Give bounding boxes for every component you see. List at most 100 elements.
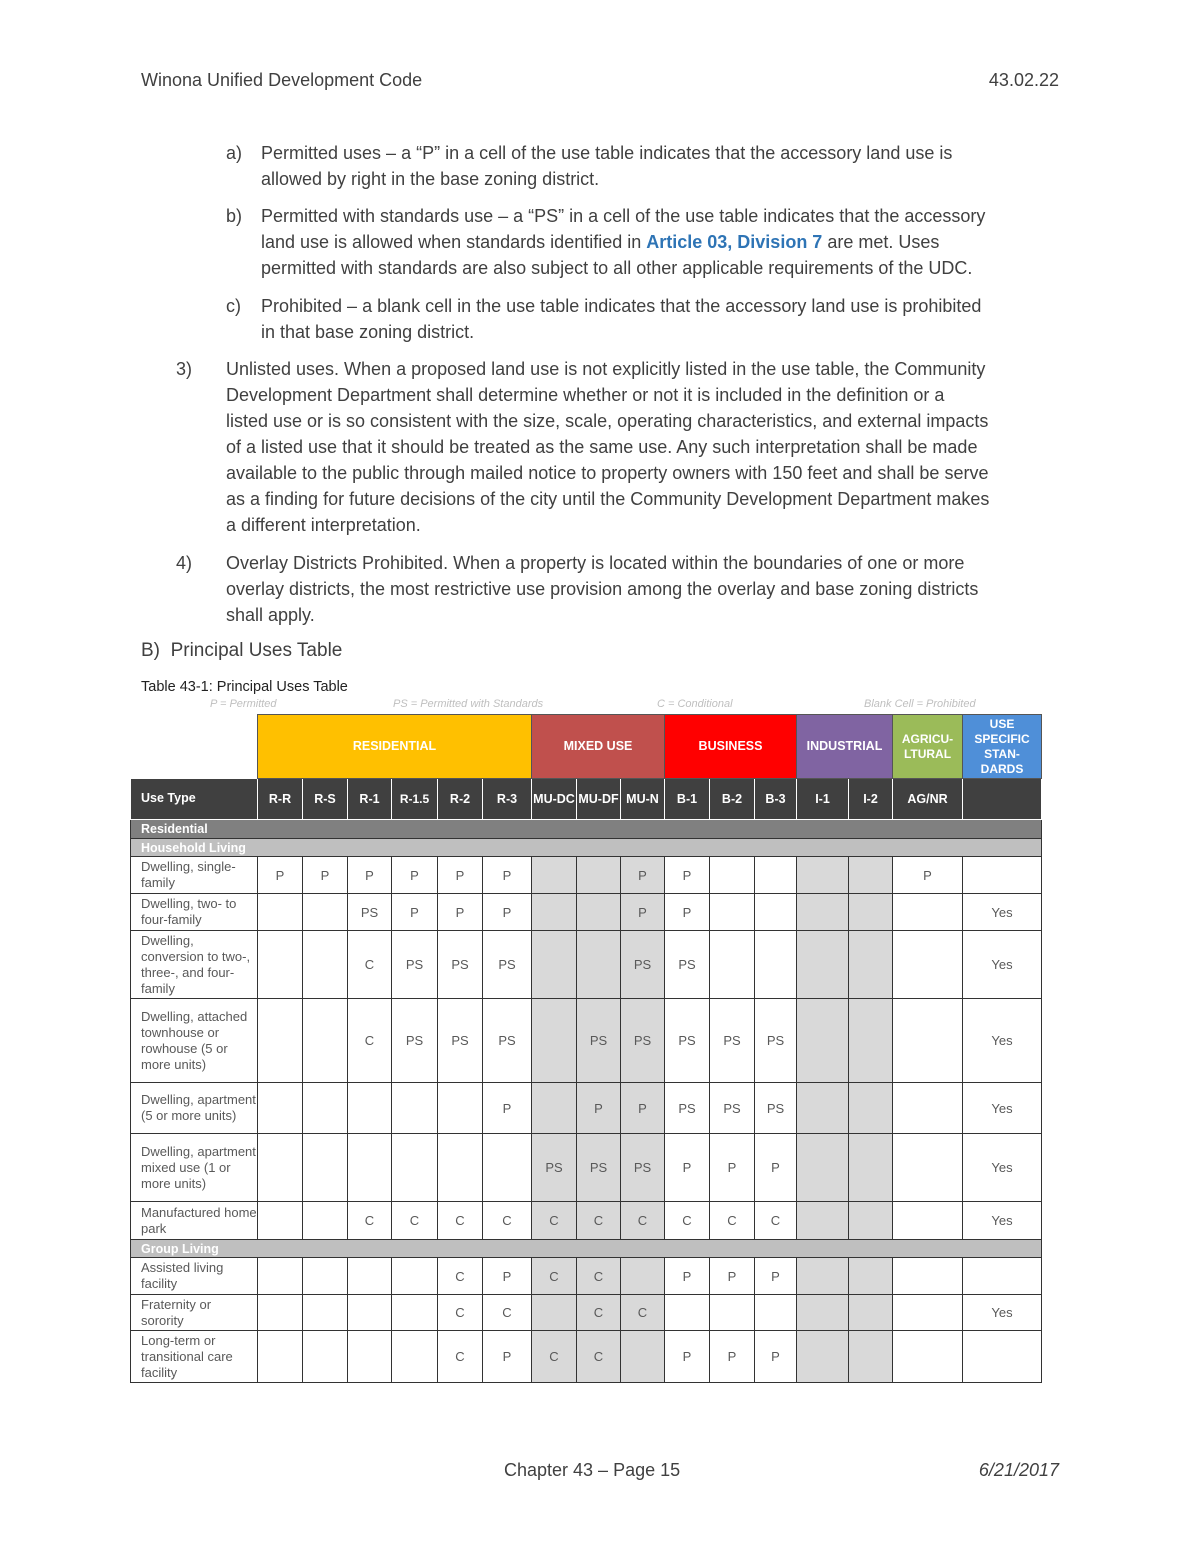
use-cell [848,1201,893,1240]
subsection-title: Household Living [130,838,1042,857]
use-cell [302,1257,348,1295]
use-cell: P [482,1082,532,1134]
text: are met. Uses [822,232,940,252]
use-cell: PS [576,1133,621,1202]
text-line: Development Department shall determine w… [226,385,945,405]
use-cell [848,1294,893,1331]
use-type-cell: Assisted living facility [130,1257,258,1295]
article-link[interactable]: Article 03, Division 7 [646,232,823,252]
use-cell [848,893,893,931]
use-cell [257,1133,303,1202]
use-cell [709,893,755,931]
use-cell: C [531,1257,577,1295]
use-cell: C [620,1201,665,1240]
text-line: shall apply. [226,605,315,625]
column-header-row: Use Type R-R R-S R-1 R-1.5 R-2 R-3 MU-DC MU-DF MU… [130,778,1042,820]
use-cell [531,998,577,1083]
subsection-row: Household Living [130,838,1042,857]
use-cell [620,1330,665,1383]
column-header: B-1 [664,778,710,820]
use-cell [848,1330,893,1383]
column-header: R-1 [347,778,392,820]
use-cell: PS [709,1082,755,1134]
use-cell: P [664,1133,710,1202]
use-cell: C [347,998,392,1083]
item-text: allowed by right in the base zoning dist… [261,169,600,189]
column-header [962,778,1042,820]
use-cell: Yes [962,1082,1042,1134]
use-cell [347,1133,392,1202]
column-header: R-1.5 [391,778,438,820]
use-cell: C [347,1201,392,1240]
list-marker: a) [226,143,243,163]
use-cell [796,1201,849,1240]
use-cell [391,1294,438,1331]
use-cell [257,1082,303,1134]
section-title: Principal Uses Table [170,640,343,661]
use-cell: Yes [962,1133,1042,1202]
use-cell [302,998,348,1083]
use-cell [302,1330,348,1383]
section-title: Residential [130,819,1042,839]
use-cell [302,1294,348,1331]
use-cell [892,1133,963,1202]
use-cell: PS [482,930,532,999]
text-line: Unlisted uses. When a proposed land use … [226,359,986,379]
use-cell: P [347,856,392,894]
use-cell [892,998,963,1083]
use-cell: PS [620,998,665,1083]
use-cell [892,1201,963,1240]
use-cell: C [482,1201,532,1240]
use-cell [437,1082,483,1134]
use-cell: C [576,1257,621,1295]
use-cell [391,1082,438,1134]
use-cell [531,1294,577,1331]
use-cell [531,930,577,999]
use-cell [848,1133,893,1202]
use-cell: PS [664,998,710,1083]
use-cell [796,856,849,894]
use-cell: Yes [962,998,1042,1083]
group-header: USE SPECIFIC STAN-DARDS [962,714,1042,779]
table-row: Manufactured home park C C C C C C C C C C Yes [130,1201,1042,1240]
use-cell: PS [754,1082,797,1134]
use-cell: P [620,1082,665,1134]
section-row: Residential [130,819,1042,839]
table-row: Dwelling, attached townhouse or rowhouse… [130,998,1042,1083]
use-cell [302,930,348,999]
use-cell [531,1082,577,1134]
use-cell [257,1330,303,1383]
use-cell [962,1330,1042,1383]
use-cell [848,998,893,1083]
text-line: a different interpretation. [226,515,421,535]
use-cell: P [576,1082,621,1134]
column-header: MU-DF [576,778,621,820]
use-cell: PS [664,1082,710,1134]
item-text: in that base zoning district. [261,322,475,342]
use-cell: C [620,1294,665,1331]
use-cell: Yes [962,930,1042,999]
use-cell: C [531,1201,577,1240]
column-header: B-3 [754,778,797,820]
column-header: B-2 [709,778,755,820]
section-heading: B) Principal Uses Table [141,640,342,662]
use-type-cell: Dwelling, apartment (5 or more units) [130,1082,258,1134]
use-cell: P [482,1330,532,1383]
header-title: Winona Unified Development Code [141,70,423,90]
use-cell: P [664,1257,710,1295]
use-type-cell: Dwelling, conversion to two-, three-, an… [130,930,258,999]
use-cell: PS [664,930,710,999]
use-cell [848,1257,893,1295]
use-cell [302,1201,348,1240]
use-cell [257,1201,303,1240]
use-cell [391,1257,438,1295]
use-type-cell: Dwelling, apartment mixed use (1 or more… [130,1133,258,1202]
use-cell: C [709,1201,755,1240]
list-marker: b) [226,206,243,226]
use-cell: P [709,1257,755,1295]
use-cell [709,856,755,894]
text-line: Overlay Districts Prohibited. When a pro… [226,553,965,573]
use-cell: C [531,1330,577,1383]
use-cell: PS [437,998,483,1083]
principal-uses-table: RESIDENTIAL MIXED USE BUSINESS INDUSTRIAL AG… [130,714,1042,1383]
